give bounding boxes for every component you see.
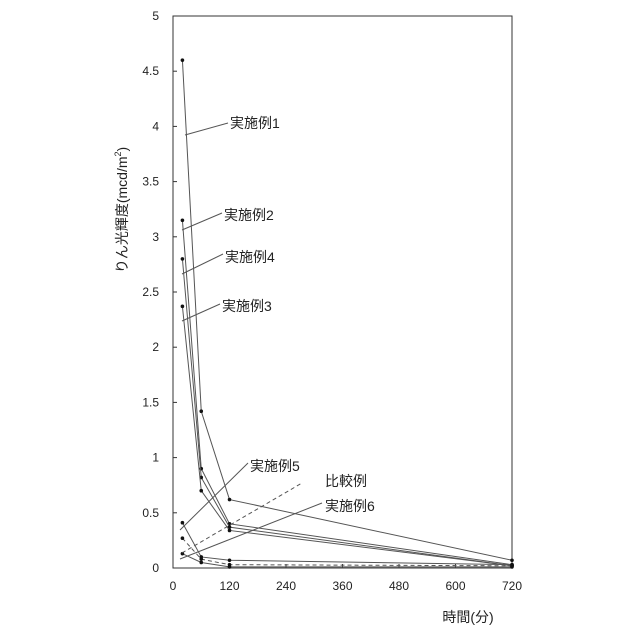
data-point: [228, 565, 232, 569]
leader-line: [185, 123, 228, 135]
y-axis-title: りん光輝度(mcd/m2): [113, 147, 130, 273]
data-point: [228, 558, 232, 562]
data-point: [199, 489, 203, 493]
y-ticks: 0 0.5 1 1.5 2 2.5 3 3.5 4 4.5 5: [142, 9, 177, 575]
series-label: 実施例1: [230, 115, 280, 131]
series-label: 実施例4: [225, 249, 275, 265]
data-point: [181, 58, 185, 62]
y-tick-label: 3: [152, 230, 159, 244]
y-tick-label: 0: [152, 561, 159, 575]
x-tick-label: 360: [332, 579, 352, 593]
data-point: [181, 536, 185, 540]
series-label: 実施例3: [222, 298, 272, 314]
y-axis-title-end: ): [114, 147, 130, 152]
data-point: [199, 409, 203, 413]
data-point: [181, 521, 185, 525]
leader-line: [180, 503, 322, 559]
data-point: [199, 561, 203, 565]
data-point: [181, 218, 185, 222]
leader-line: [182, 304, 220, 321]
series-label: 比較例: [325, 473, 367, 489]
data-point: [228, 498, 232, 502]
data-point: [510, 558, 514, 562]
data-point: [181, 305, 185, 309]
x-axis-title: 時間(分): [442, 609, 493, 625]
data-point: [228, 529, 232, 533]
y-tick-label: 5: [152, 9, 159, 23]
y-tick-label: 1.5: [142, 395, 159, 409]
x-tick-label: 120: [219, 579, 239, 593]
y-tick-label: 3.5: [142, 175, 159, 189]
series-label: 実施例2: [224, 207, 274, 223]
y-tick-label: 2.5: [142, 285, 159, 299]
series-line: [182, 306, 512, 565]
data-point: [510, 565, 514, 569]
y-tick-label: 1: [152, 451, 159, 465]
series-label: 実施例5: [250, 458, 300, 474]
y-tick-label: 4.5: [142, 64, 159, 78]
leader-line: [182, 213, 222, 230]
x-tick-label: 720: [502, 579, 522, 593]
data-point: [199, 557, 203, 561]
x-tick-label: 480: [389, 579, 409, 593]
leader-line: [182, 254, 223, 274]
x-tick-label: 240: [276, 579, 296, 593]
x-tick-label: 0: [170, 579, 177, 593]
y-tick-label: 2: [152, 340, 159, 354]
y-axis-title-main: りん光輝度(mcd/m: [114, 157, 130, 274]
x-tick-label: 600: [445, 579, 465, 593]
series-label: 実施例6: [325, 498, 375, 514]
y-tick-label: 4: [152, 119, 159, 133]
data-point: [181, 257, 185, 261]
y-tick-label: 0.5: [142, 506, 159, 520]
series-2: [181, 218, 514, 566]
